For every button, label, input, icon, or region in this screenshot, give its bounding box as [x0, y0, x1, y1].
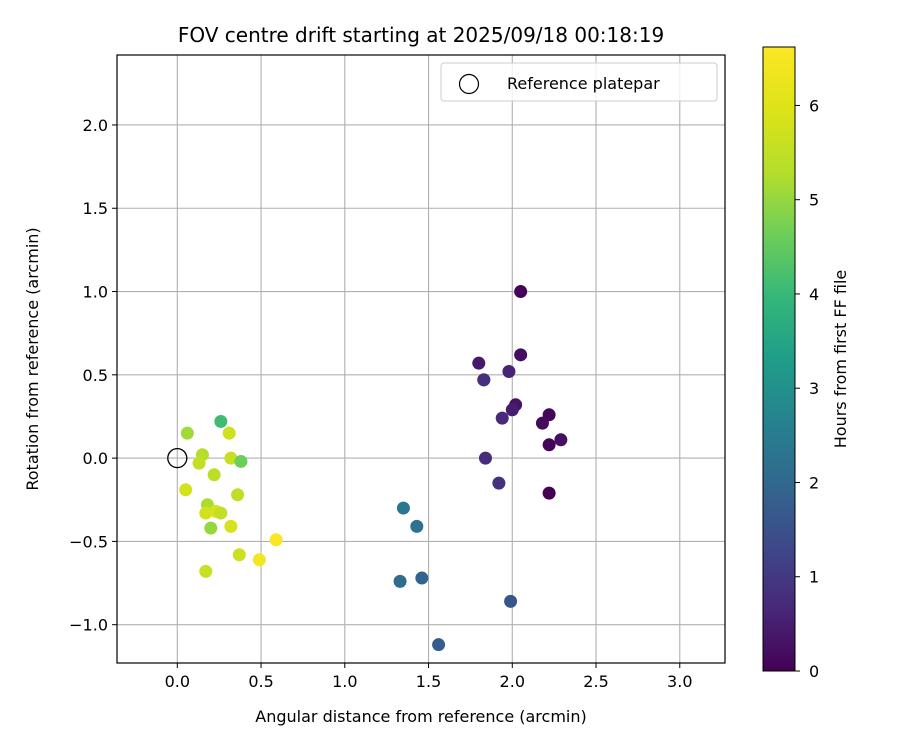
scatter-point	[472, 356, 486, 370]
y-tick-label: 2.0	[83, 116, 108, 135]
scatter-point	[180, 426, 194, 440]
scatter-point	[231, 488, 245, 502]
plot-frame	[116, 54, 726, 664]
scatter-point	[396, 501, 410, 515]
y-axis-ticks: −1.0 −0.5 0.0 0.5 1.0 1.5 2.0	[69, 116, 117, 635]
y-tick-label: −1.0	[69, 616, 108, 635]
colorbar-ticks: 0 1 2 3 4 5 6	[795, 96, 819, 681]
scatter-point	[214, 506, 228, 520]
legend-reference-marker	[458, 73, 480, 95]
colorbar-tick-label: 6	[809, 96, 819, 115]
scatter-point	[514, 285, 528, 299]
scatter-point	[477, 373, 491, 387]
colorbar-tick-label: 2	[809, 473, 819, 492]
colorbar-label: Hours from first FF file	[831, 270, 850, 449]
scatter-point	[504, 594, 518, 608]
x-tick-label: 1.0	[332, 672, 357, 691]
colorbar-tick-label: 4	[809, 285, 819, 304]
x-tick-label: 0.0	[165, 672, 190, 691]
scatter-point	[199, 506, 213, 520]
legend-box	[440, 62, 718, 102]
scatter-point	[199, 564, 213, 578]
x-tick-label: 0.5	[248, 672, 273, 691]
x-axis-label: Angular distance from reference (arcmin)	[255, 707, 586, 726]
scatter-point	[393, 574, 407, 588]
scatter-point	[214, 414, 228, 428]
scatter-point	[492, 476, 506, 490]
scatter-point	[542, 438, 556, 452]
colorbar-tick-label: 3	[809, 379, 819, 398]
y-axis-label: Rotation from reference (arcmin)	[23, 227, 42, 490]
scatter-point	[234, 454, 248, 468]
legend: Reference platepar	[440, 62, 718, 102]
scatter-points	[179, 285, 568, 652]
scatter-point	[224, 519, 238, 533]
scatter-point	[502, 364, 516, 378]
scatter-point	[192, 456, 206, 470]
legend-entry-reference: Reference platepar	[507, 74, 660, 93]
scatter-point	[478, 451, 492, 465]
scatter-point	[535, 416, 549, 430]
scatter-point	[179, 483, 193, 497]
x-tick-label: 1.5	[416, 672, 441, 691]
y-tick-label: −0.5	[69, 532, 108, 551]
colorbar: 0 1 2 3 4 5 6 Hours from first FF file	[762, 46, 850, 681]
scatter-point	[554, 433, 568, 447]
colorbar-tick-label: 0	[809, 662, 819, 681]
y-tick-label: 0.5	[83, 366, 108, 385]
x-axis-ticks: 0.0 0.5 1.0 1.5 2.0 2.5 3.0	[165, 663, 693, 691]
scatter-point	[495, 411, 509, 425]
colorbar-tick-label: 1	[809, 568, 819, 587]
scatter-point	[415, 571, 429, 585]
y-tick-label: 0.0	[83, 449, 108, 468]
scatter-point	[514, 348, 528, 362]
scatter-point	[542, 486, 556, 500]
scatter-point	[252, 553, 266, 567]
y-tick-label: 1.5	[83, 199, 108, 218]
chart-title: FOV centre drift starting at 2025/09/18 …	[178, 23, 664, 47]
scatter-point	[505, 403, 519, 417]
x-tick-label: 3.0	[667, 672, 692, 691]
colorbar-tick-label: 5	[809, 191, 819, 210]
grid	[117, 55, 725, 663]
scatter-point	[224, 451, 238, 465]
reference-marker	[167, 447, 188, 469]
y-tick-label: 1.0	[83, 283, 108, 302]
scatter-point	[410, 519, 424, 533]
x-tick-label: 2.5	[583, 672, 608, 691]
colorbar-gradient	[762, 46, 796, 672]
x-tick-label: 2.0	[500, 672, 525, 691]
scatter-point	[222, 426, 236, 440]
scatter-point	[232, 548, 246, 562]
reference-point	[167, 447, 188, 469]
scatter-point	[269, 533, 283, 547]
scatter-point	[432, 638, 446, 652]
scatter-point	[204, 521, 218, 535]
scatter-point	[207, 468, 221, 482]
